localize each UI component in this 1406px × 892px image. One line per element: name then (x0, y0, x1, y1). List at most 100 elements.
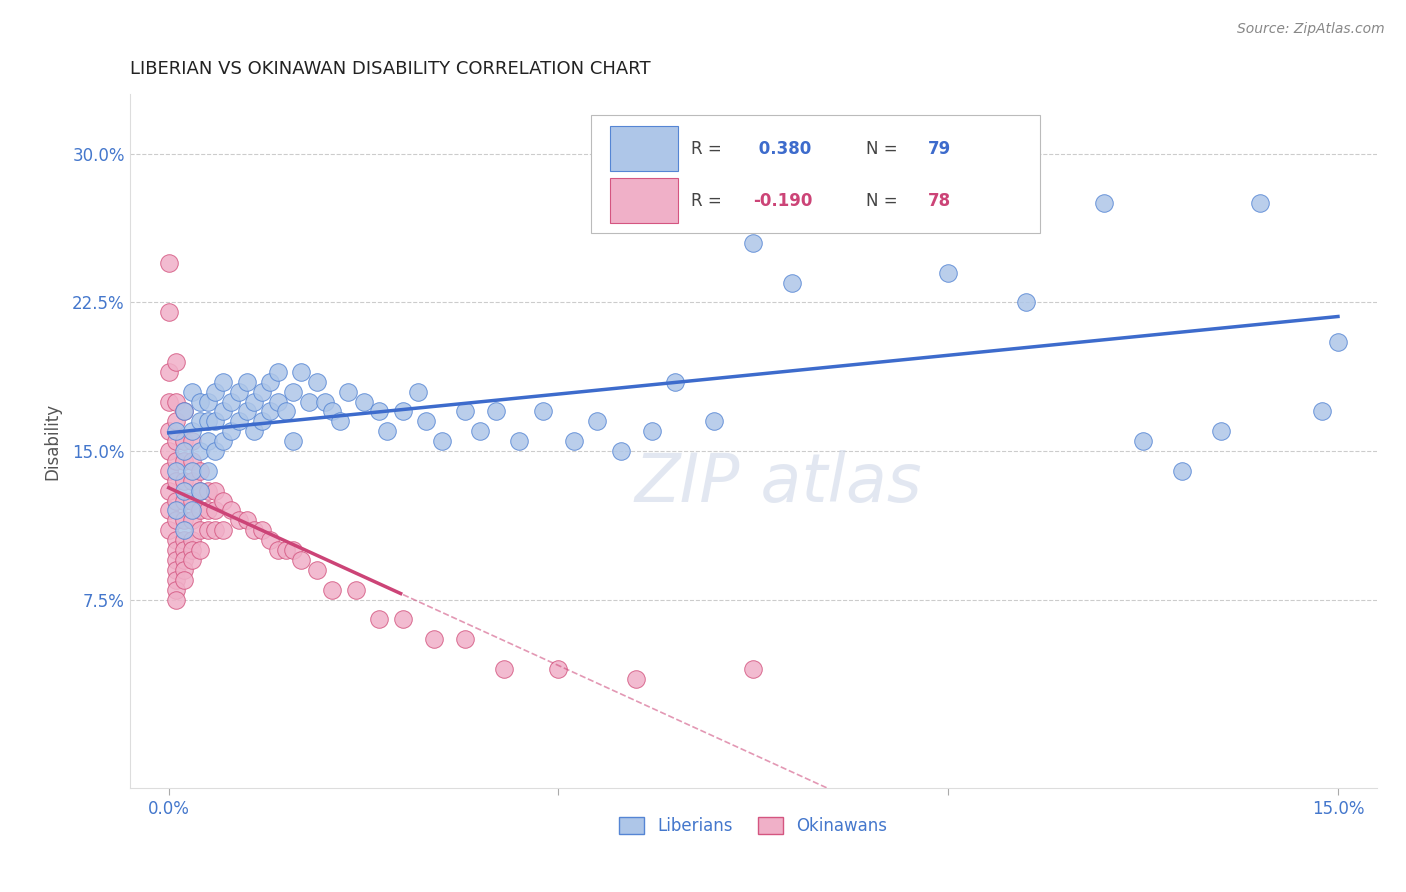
Point (492, 662, 515, 676)
Point (252, 414, 274, 428)
Point (197, 434, 219, 449)
Point (181, 424, 204, 438)
Point (252, 384, 274, 399)
Point (166, 573, 188, 587)
Y-axis label: Disability: Disability (44, 402, 60, 480)
Point (173, 563, 195, 577)
Text: 0.380: 0.380 (754, 139, 811, 158)
Point (166, 474, 188, 488)
Point (173, 483, 195, 498)
FancyBboxPatch shape (591, 115, 1040, 233)
Point (228, 513, 250, 527)
Point (259, 533, 281, 548)
Point (157, 503, 180, 517)
Point (219, 503, 242, 517)
Point (181, 553, 204, 567)
Point (173, 404, 195, 418)
Point (173, 553, 195, 567)
Point (305, 375, 328, 389)
FancyBboxPatch shape (610, 178, 679, 223)
Point (173, 474, 195, 488)
Point (212, 375, 235, 389)
Point (157, 464, 180, 478)
Point (181, 384, 204, 399)
Point (391, 404, 413, 418)
Point (181, 474, 204, 488)
Point (173, 573, 195, 587)
Point (197, 523, 219, 537)
Point (305, 563, 328, 577)
Point (166, 503, 188, 517)
Point (470, 424, 492, 438)
Point (219, 394, 242, 409)
Point (586, 414, 609, 428)
Point (204, 523, 226, 537)
Point (703, 414, 725, 428)
Point (219, 424, 242, 438)
Point (157, 365, 180, 379)
Point (197, 414, 219, 428)
Point (166, 394, 188, 409)
Point (173, 513, 195, 527)
Point (454, 632, 477, 647)
FancyBboxPatch shape (610, 126, 679, 170)
Point (212, 434, 235, 449)
Point (283, 384, 305, 399)
Point (166, 582, 188, 597)
Point (166, 414, 188, 428)
Point (188, 444, 211, 458)
Point (252, 523, 274, 537)
Point (290, 365, 312, 379)
Point (181, 464, 204, 478)
Point (166, 592, 188, 607)
Point (267, 543, 290, 558)
Point (1327, 334, 1350, 349)
Point (336, 384, 359, 399)
Point (166, 533, 188, 548)
Point (742, 662, 765, 676)
Point (1312, 404, 1334, 418)
Point (314, 394, 336, 409)
Point (353, 394, 375, 409)
Point (228, 384, 250, 399)
Point (197, 503, 219, 517)
Point (157, 483, 180, 498)
Point (368, 404, 391, 418)
Point (212, 404, 235, 418)
Point (235, 513, 257, 527)
Point (188, 483, 211, 498)
Point (321, 582, 343, 597)
Point (235, 375, 257, 389)
Point (547, 662, 569, 676)
Point (415, 414, 437, 428)
Point (173, 444, 195, 458)
Point (243, 394, 266, 409)
Point (188, 543, 211, 558)
Point (181, 493, 204, 508)
Point (344, 582, 367, 597)
Point (157, 424, 180, 438)
Point (212, 523, 235, 537)
Point (166, 355, 188, 369)
Text: R =: R = (690, 139, 721, 158)
Point (485, 404, 508, 418)
Point (181, 533, 204, 548)
Point (173, 454, 195, 468)
Point (1249, 196, 1271, 211)
Point (166, 424, 188, 438)
Text: 79: 79 (928, 139, 952, 158)
Point (188, 503, 211, 517)
Point (391, 612, 413, 626)
Text: 78: 78 (928, 192, 950, 210)
Point (166, 543, 188, 558)
Point (197, 394, 219, 409)
Point (188, 414, 211, 428)
Point (626, 672, 648, 686)
Point (188, 394, 211, 409)
Point (181, 513, 204, 527)
Point (181, 434, 204, 449)
Point (936, 266, 959, 280)
Point (204, 483, 226, 498)
Point (197, 464, 219, 478)
Point (259, 375, 281, 389)
